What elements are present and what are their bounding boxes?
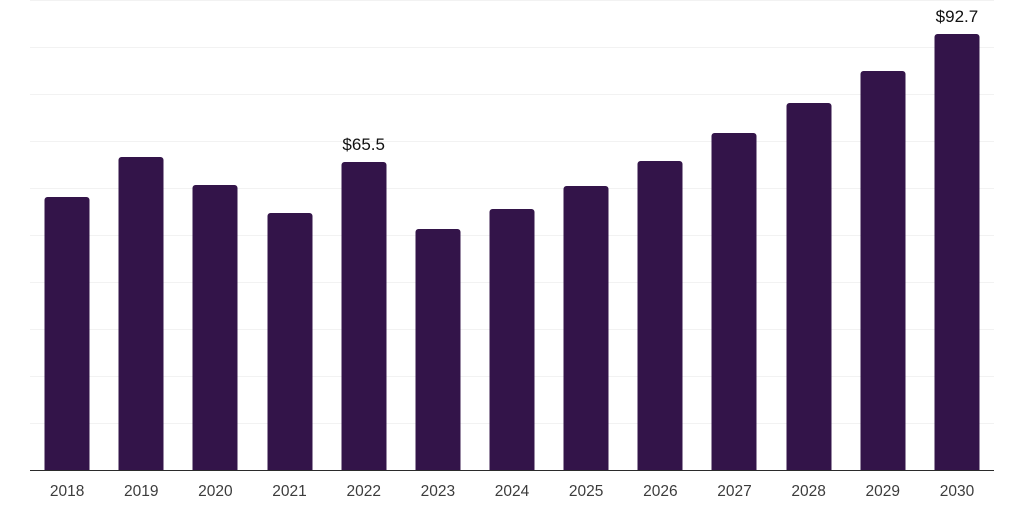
data-label-2022: $65.5 <box>342 135 385 155</box>
bar-2018 <box>44 196 90 470</box>
x-axis-tick-labels: 2018 2019 2020 2021 2022 2023 2024 2025 2026 2027… <box>30 470 994 512</box>
bar-2025 <box>563 185 609 470</box>
x-tick-2019: 2019 <box>123 483 159 500</box>
bar-slot-2023 <box>401 0 475 470</box>
x-tick-2027: 2027 <box>717 483 752 500</box>
bar-2027 <box>711 133 757 470</box>
bar-2019 <box>118 156 164 470</box>
gridline <box>30 47 994 48</box>
bar-slot-2027 <box>697 0 771 470</box>
data-label-2030: $92.7 <box>935 7 979 27</box>
bar-slot-2030: $92.7 <box>920 0 994 470</box>
bar-slot-2026 <box>623 0 697 470</box>
x-tick-2024: 2024 <box>494 483 530 500</box>
gridline <box>30 188 994 189</box>
bar-2020 <box>192 185 238 470</box>
bar-slot-2019 <box>104 0 178 470</box>
bar-slot-2021 <box>252 0 326 470</box>
bars-row: $65.5 $92.7 <box>30 0 994 470</box>
bar-2022 <box>341 162 387 470</box>
x-tick-2028: 2028 <box>791 483 826 500</box>
bar-slot-2025 <box>549 0 623 470</box>
bar-slot-2029 <box>846 0 920 470</box>
gridline <box>30 94 994 95</box>
x-tick-2021: 2021 <box>272 483 307 500</box>
x-tick-2025: 2025 <box>568 483 604 500</box>
bar-2021 <box>267 212 313 470</box>
bar-2029 <box>860 70 906 470</box>
bar-slot-2022: $65.5 <box>327 0 401 470</box>
x-tick-2020: 2020 <box>198 483 233 500</box>
gridline <box>30 141 994 142</box>
bar-2028 <box>786 103 832 470</box>
bar-slot-2028 <box>772 0 846 470</box>
bar-slot-2024 <box>475 0 549 470</box>
x-tick-2022: 2022 <box>346 483 381 500</box>
x-tick-2026: 2026 <box>643 483 678 500</box>
x-axis-line <box>30 469 994 471</box>
bar-2024 <box>489 209 535 470</box>
bar-slot-2020 <box>178 0 252 470</box>
bar-slot-2018 <box>30 0 104 470</box>
bar-2023 <box>415 228 461 470</box>
x-tick-2030: 2030 <box>939 483 975 500</box>
bar-2026 <box>637 160 683 470</box>
bar-2030 <box>934 34 980 470</box>
x-tick-2018: 2018 <box>49 483 85 500</box>
plot-area: $65.5 $92.7 <box>30 0 994 471</box>
x-tick-2023: 2023 <box>420 483 456 500</box>
x-tick-2029: 2029 <box>865 483 901 500</box>
gridline <box>30 0 994 1</box>
